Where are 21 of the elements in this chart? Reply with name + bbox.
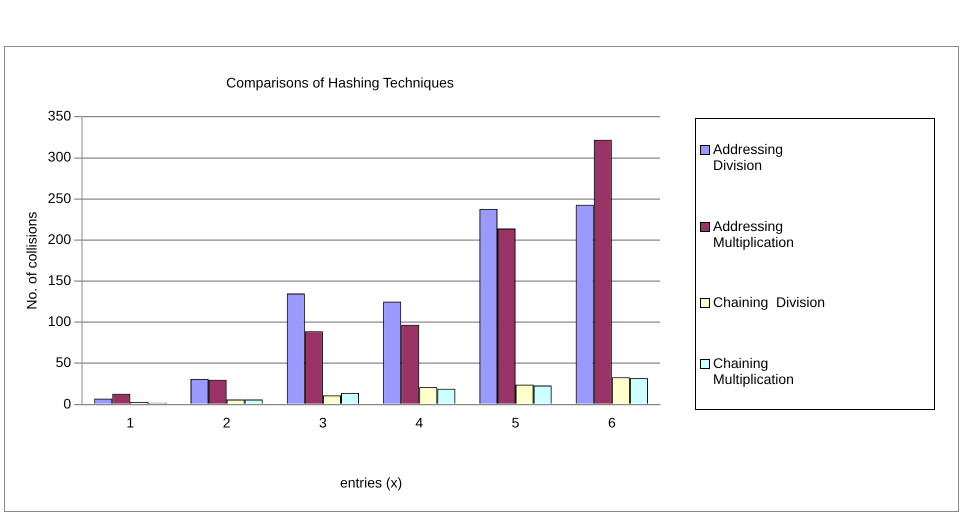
- y-tick-label: 250: [48, 190, 72, 206]
- x-tick-label: 6: [608, 414, 616, 431]
- x-axis-title: entries (x): [340, 474, 402, 490]
- y-tick-label: 0: [63, 395, 72, 412]
- legend-label: Addressing Division: [713, 141, 784, 174]
- x-tick-label: 2: [222, 414, 231, 431]
- legend-label: Addressing Multiplication: [713, 218, 795, 250]
- legend-label: Chaining Division: [713, 294, 826, 310]
- y-axis-title: No. of collisions: [23, 212, 40, 310]
- legend-label: Chaining Multiplication: [713, 354, 795, 387]
- y-tick-label: 50: [56, 354, 72, 370]
- y-tick-label: 300: [48, 148, 72, 165]
- x-tick-label: 5: [512, 414, 520, 431]
- y-tick-label: 150: [48, 272, 72, 288]
- x-tick-label: 3: [319, 414, 328, 431]
- x-tick-label: 1: [126, 414, 134, 431]
- y-tick-label: 100: [48, 313, 72, 330]
- x-tick-label: 4: [415, 414, 424, 431]
- y-tick-label: 350: [48, 108, 72, 124]
- y-tick-label: 200: [48, 230, 72, 247]
- chart-title: Comparisons of Hashing Techniques: [226, 74, 454, 90]
